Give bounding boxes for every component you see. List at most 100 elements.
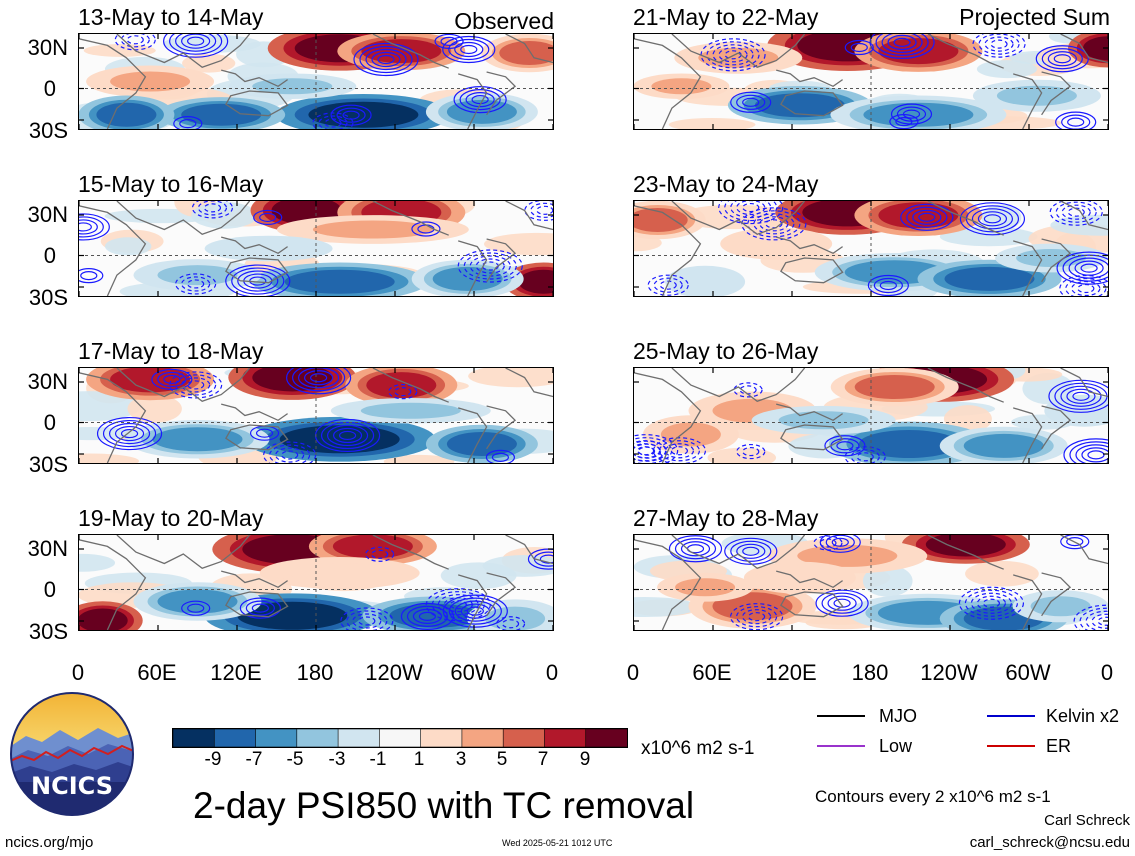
colorbar-tick: -9 [204, 749, 222, 770]
colorbar-swatch [420, 728, 463, 748]
kelvin-contour [1061, 204, 1091, 220]
kelvin-contour [1055, 201, 1097, 223]
kelvin-contour [1087, 450, 1105, 460]
kelvin-contour [114, 425, 145, 442]
map-panel-4 [78, 534, 554, 631]
author-email[interactable]: carl_schreck@ncsu.edu [969, 834, 1130, 851]
kelvin-contour [239, 597, 281, 619]
kelvin-contour [742, 97, 760, 107]
kelvin-contour [664, 443, 695, 459]
kelvin-contour [251, 603, 269, 613]
kelvin-contour [336, 107, 366, 123]
coastline [505, 535, 553, 565]
anomaly-shading [680, 271, 731, 292]
website-link[interactable]: ncics.org/mjo [5, 834, 94, 851]
kelvin-contour [1056, 251, 1108, 285]
kelvin-contour [120, 428, 139, 439]
kelvin-contour [203, 203, 222, 213]
lon-label: 60W [450, 660, 496, 685]
anomaly-shading [440, 562, 517, 589]
kelvin-contour [875, 34, 929, 56]
kelvin-contour [893, 37, 911, 47]
kelvin-contour [332, 427, 363, 444]
lon-label: 60E [692, 660, 732, 685]
coastline [671, 535, 806, 570]
colorbar-swatch [172, 728, 216, 748]
kelvin-contour [281, 450, 299, 460]
map-panel-1 [78, 33, 554, 130]
coastline [458, 240, 488, 296]
anomaly-shading [878, 38, 959, 65]
kelvin-contour [120, 34, 150, 48]
kelvin-contour [448, 597, 502, 625]
kelvin-contour [377, 54, 395, 65]
kelvin-contour [501, 619, 520, 629]
coastline [225, 424, 289, 451]
kelvin-contour [326, 424, 369, 447]
lat-label-0: 0 [43, 577, 56, 602]
kelvin-contour [449, 600, 467, 610]
coastline [79, 38, 147, 129]
map-panel-7 [633, 367, 1109, 464]
kelvin-contour [237, 270, 279, 292]
kelvin-contour [225, 264, 291, 296]
kelvin-contour [310, 373, 328, 383]
panel-4-title: 19-May to 20-May [78, 505, 264, 531]
colorbar-swatch [379, 728, 422, 748]
coastline [221, 570, 288, 589]
kelvin-contour [253, 209, 283, 226]
colorbar-swatch [255, 728, 298, 748]
kelvin-contour [659, 280, 677, 290]
coastline [927, 535, 1004, 570]
anomaly-shading [468, 368, 553, 388]
lon-label: 0 [1100, 660, 1114, 685]
anomaly-shading [712, 592, 793, 621]
anomaly-shading [484, 232, 553, 256]
kelvin-contour [827, 595, 857, 611]
kelvin-contour [879, 280, 897, 291]
kelvin-contour [736, 201, 766, 216]
kelvin-contour [680, 541, 711, 557]
anomaly-shading [284, 269, 395, 294]
map-panel-2 [78, 200, 554, 297]
kelvin-contour [459, 89, 501, 111]
kelvin-contour [906, 206, 948, 228]
colorbar-tick: 7 [537, 749, 549, 770]
coastline [671, 368, 806, 403]
kelvin-contour [353, 42, 419, 77]
kelvin-contour [443, 597, 473, 613]
kelvin-contour [80, 271, 98, 281]
kelvin-contour [275, 447, 305, 463]
lat-label-30s: 30S [28, 619, 68, 644]
colorbar-tick: 3 [455, 749, 467, 770]
kelvin-contour [978, 34, 1020, 55]
kelvin-contour [1062, 254, 1108, 282]
coastline [780, 424, 844, 451]
kelvin-contour [181, 600, 211, 616]
coastline [372, 368, 449, 403]
kelvin-contour [1081, 447, 1108, 463]
coastline [1060, 535, 1108, 565]
kelvin-contour [912, 209, 942, 225]
panel-6-title: 23-May to 24-May [633, 171, 819, 197]
anomaly-shading [634, 208, 688, 232]
kelvin-contour [181, 34, 211, 49]
kelvin-contour [460, 44, 478, 55]
kelvin-contour [181, 276, 211, 292]
kelvin-contour [79, 268, 104, 284]
kelvin-contour [465, 92, 495, 108]
kelvin-contour [169, 371, 223, 399]
anomaly-shading [944, 266, 1035, 291]
kelvin-contour [850, 42, 868, 53]
coastline [1013, 240, 1043, 296]
anomaly-shading [79, 608, 128, 630]
kelvin-contour [668, 535, 723, 563]
lat-label-0: 0 [43, 76, 56, 101]
kelvin-contour [536, 205, 553, 215]
kelvin-contour [634, 437, 673, 463]
kelvin-contour [873, 277, 903, 294]
kelvin-contour [652, 437, 707, 463]
kelvin-contour [102, 419, 157, 448]
kelvin-contour [730, 540, 772, 562]
kelvin-contour [530, 202, 553, 218]
